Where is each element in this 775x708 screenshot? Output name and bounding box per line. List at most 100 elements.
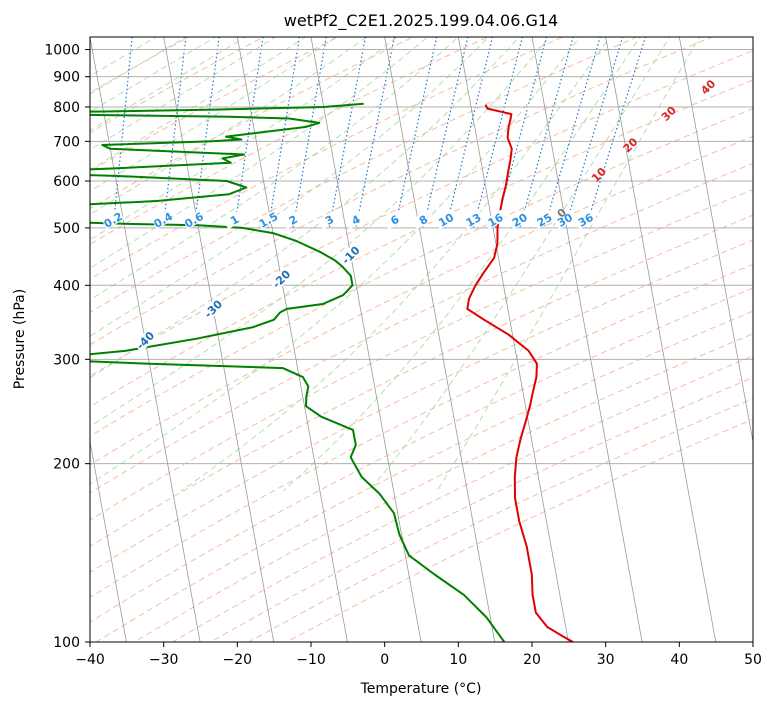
dewpoint-profile-line (90, 102, 506, 642)
mixing-ratio-line (355, 37, 395, 229)
dry-adiabat-line (90, 37, 639, 313)
moist-adiabat-line (90, 37, 459, 301)
plot-frame (89, 36, 754, 643)
mixing-ratio-label-bg (411, 209, 435, 230)
isotherm-line (678, 37, 753, 445)
isotherm-line (384, 37, 496, 642)
dry-adiabat-line (90, 37, 489, 245)
mixing-ratio-line (445, 37, 494, 229)
isotherm-label: -10 (339, 243, 362, 266)
mixing-ratio-line (328, 37, 367, 229)
y-tick-label: 300 (53, 352, 80, 368)
dry-adiabat-line (133, 333, 753, 642)
moist-adiabat-line (90, 37, 520, 379)
moist-adiabat-line (90, 37, 368, 216)
mixing-ratio-label-bg (383, 209, 406, 230)
y-tick-label: 800 (53, 100, 80, 116)
mixing-ratio-label-bg (101, 209, 125, 230)
temperature-profile-line (466, 104, 574, 642)
mixing-ratio-label-bg (508, 209, 531, 230)
x-axis-ticks: −40 −30 −20 −10 0 10 20 30 40 50 (75, 642, 762, 668)
y-tick-label: 400 (53, 278, 80, 294)
isotherm-label-bg (201, 296, 226, 321)
isotherm-label: -60 (2, 413, 25, 436)
moist-adiabat-line (368, 37, 671, 492)
isotherm-label-bg (338, 242, 363, 268)
moist-adiabat-line (90, 37, 307, 171)
moist-adiabat-line (282, 37, 641, 492)
y-axis-ticks: 100 200 300 400 500 600 700 800 900 1000 (44, 43, 90, 651)
mixing-ratio-label-bg (532, 209, 556, 230)
moist-adiabat-line (90, 37, 187, 95)
mixing-ratio-line (585, 37, 647, 229)
isotherm-line (90, 37, 201, 642)
isotherm-line (90, 439, 127, 642)
dry-adiabat-line (90, 162, 753, 494)
mixing-ratio-label-bg (434, 209, 458, 230)
y-tick-label: 600 (53, 174, 80, 190)
x-tick-label: 10 (449, 652, 467, 668)
y-tick-label: 1000 (44, 43, 80, 59)
isotherm-label-bg (90, 369, 92, 394)
dry-adiabat-line (90, 37, 265, 134)
chart-title: wetPf2_C2E1.2025.199.04.06.G14 (284, 11, 558, 31)
isotherm-label-bg (269, 266, 294, 291)
isotherm-line (163, 37, 275, 642)
mixing-ratio-line (543, 37, 601, 229)
plot-area: -100-90-80-70-60-50-40-30-20-10 0.10.20.… (2, 37, 753, 642)
moist-adiabat-line (90, 37, 551, 428)
y-tick-label: 700 (53, 134, 80, 150)
isotherm-line (236, 37, 348, 642)
x-tick-label: 20 (523, 652, 541, 668)
moist-adiabat-label: 40 (698, 77, 718, 97)
isotherm-label-bg (133, 328, 158, 353)
mixing-ratio-label-bg (256, 209, 280, 230)
x-tick-label: 0 (380, 652, 389, 668)
mixing-ratio-line (472, 37, 523, 229)
mixing-ratio-label-bg (151, 209, 175, 230)
x-tick-label: −40 (75, 652, 105, 668)
dry-adiabat-line (90, 287, 753, 623)
moist-adiabat-line (90, 37, 490, 337)
mixing-ratio-label-bg (573, 209, 597, 230)
dry-adiabat-line (90, 37, 714, 346)
x-tick-label: −30 (149, 652, 179, 668)
y-tick-label: 100 (53, 635, 80, 651)
isotherm-line (457, 37, 569, 642)
dry-adiabat-line (90, 108, 753, 437)
y-tick-label: 200 (53, 457, 80, 473)
mixing-ratio-line (422, 37, 469, 229)
moist-adiabat-line (90, 37, 247, 132)
moist-adiabat-line (90, 37, 217, 113)
moist-adiabat-line (90, 37, 277, 151)
mixing-ratio-line (494, 37, 548, 229)
isotherm-label: -20 (270, 267, 293, 290)
isotherm-line (605, 37, 717, 642)
isotherm-label: -50 (68, 370, 91, 393)
moist-adiabat-label: 10 (589, 165, 609, 185)
mixing-ratio-line (112, 37, 133, 228)
isotherm-labels: -100-90-80-70-60-50-40-30-20-10 (2, 242, 363, 436)
profile-series (90, 102, 574, 642)
mixing-ratio-label-bg (281, 209, 305, 230)
dry-adiabat-line (209, 376, 753, 642)
moist-adiabat-label: 20 (621, 135, 641, 155)
y-tick-label: 500 (53, 221, 80, 237)
x-tick-label: 40 (670, 652, 688, 668)
dry-adiabat-line (90, 37, 340, 173)
mixing-ratio-line (267, 37, 301, 228)
moist-adiabat-line (90, 37, 337, 192)
moist-adiabats (90, 37, 701, 492)
mixing-ratio-label-bg (344, 209, 368, 230)
mixing-ratio-line (564, 37, 624, 229)
moist-adiabat-line (180, 37, 611, 492)
dry-adiabat-line (90, 79, 753, 408)
dry-adiabats (90, 37, 753, 642)
dry-adiabat-line (90, 49, 753, 377)
mixing-ratio-line (233, 37, 264, 228)
x-tick-label: 50 (744, 652, 762, 668)
x-tick-label: −10 (296, 652, 326, 668)
y-axis-title: Pressure (hPa) (12, 289, 28, 389)
